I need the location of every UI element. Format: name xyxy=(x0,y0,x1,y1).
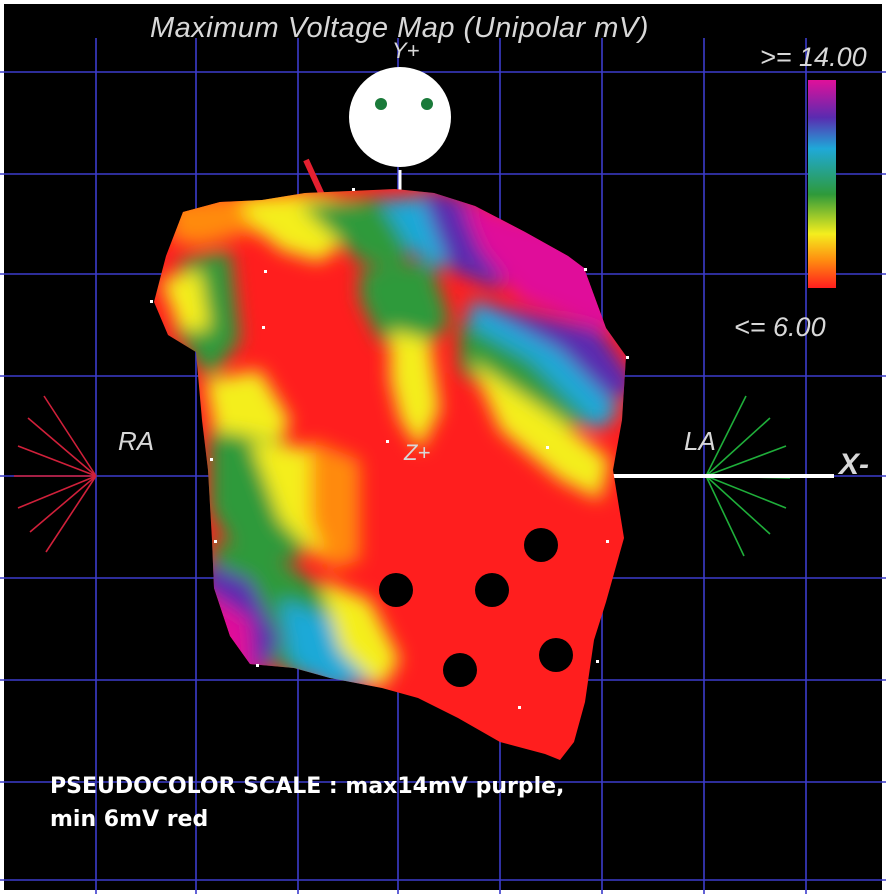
map-title: Maximum Voltage Map (Unipolar mV) xyxy=(150,12,649,44)
la-label: LA xyxy=(684,426,716,456)
caption-line-1: PSEUDOCOLOR SCALE : max14mV purple, xyxy=(50,774,565,799)
color-scale-bar xyxy=(808,80,836,288)
marker-dot xyxy=(379,573,413,607)
marker-dot xyxy=(443,653,477,687)
marker-dot xyxy=(539,638,573,672)
grid-lines xyxy=(0,38,886,894)
y-axis-label: Y+ xyxy=(392,38,420,63)
ra-label: RA xyxy=(118,426,155,456)
marker-dot xyxy=(475,573,509,607)
catheter-marker xyxy=(303,158,325,197)
pseudocolor-caption: PSEUDOCOLOR SCALE : max14mV purple, min … xyxy=(50,770,820,836)
x-axis-label: X- xyxy=(839,448,869,481)
marker-dot xyxy=(524,528,558,562)
caption-line-2: min 6mV red xyxy=(50,807,209,832)
scale-max-label: >= 14.00 xyxy=(760,42,867,72)
z-axis-label: Z+ xyxy=(404,440,431,465)
ra-orientation-lines xyxy=(14,395,97,553)
sample-points xyxy=(150,188,629,709)
head-orientation-icon xyxy=(349,67,451,190)
scale-min-label: <= 6.00 xyxy=(734,312,826,342)
ablation-markers xyxy=(379,528,573,687)
